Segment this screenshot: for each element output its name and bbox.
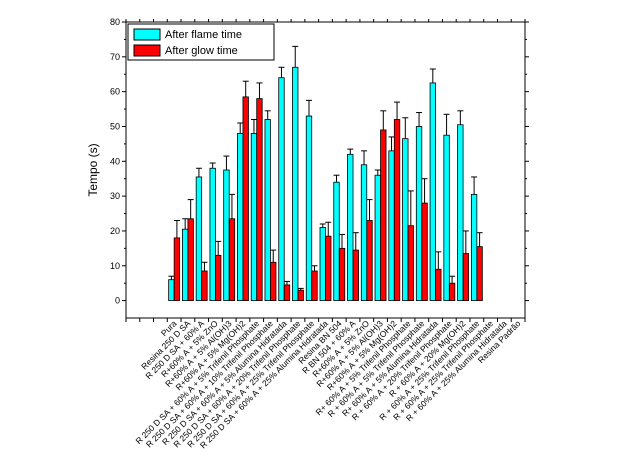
bar-after-flame bbox=[292, 66, 299, 301]
legend: After flame time After glow time bbox=[127, 23, 275, 61]
bar-after-flame bbox=[374, 174, 381, 301]
x-axis bbox=[125, 19, 526, 322]
bar-after-glow bbox=[421, 202, 428, 301]
bar-after-flame bbox=[402, 138, 409, 301]
y-tick-label: 80 bbox=[110, 17, 120, 27]
bar-after-flame bbox=[415, 126, 423, 301]
bars-group bbox=[168, 66, 483, 301]
y-axis-title: Tempo (s) bbox=[86, 143, 100, 196]
bar-after-flame bbox=[319, 227, 326, 301]
bar-after-glow bbox=[407, 225, 414, 301]
bar-after-flame bbox=[223, 169, 230, 301]
bar-after-flame bbox=[182, 228, 189, 301]
bar-after-flame bbox=[278, 77, 285, 301]
legend-label-glow: After glow time bbox=[165, 45, 238, 57]
bar-after-flame bbox=[333, 181, 340, 301]
bar-after-flame bbox=[168, 279, 175, 301]
bar-after-flame bbox=[347, 153, 354, 301]
bar-after-flame bbox=[470, 193, 478, 301]
legend-label-flame: After flame time bbox=[165, 29, 242, 41]
y-tick-label: 30 bbox=[110, 191, 120, 201]
bar-after-glow bbox=[242, 96, 249, 301]
bar-after-glow bbox=[462, 253, 469, 301]
bar-after-glow bbox=[283, 284, 291, 301]
y-tick-label: 10 bbox=[110, 261, 120, 271]
y-tick-label: 60 bbox=[110, 87, 120, 97]
bar-after-glow bbox=[366, 220, 373, 301]
bar-after-glow bbox=[338, 247, 346, 301]
bar-after-glow bbox=[297, 289, 304, 301]
bar-after-flame bbox=[457, 124, 464, 301]
bar-after-flame bbox=[305, 115, 313, 301]
bar-after-glow bbox=[173, 237, 181, 301]
bar-after-flame bbox=[237, 133, 244, 301]
plot-border bbox=[125, 21, 526, 319]
y-tick-label: 0 bbox=[115, 296, 120, 306]
bar-after-flame bbox=[209, 167, 216, 301]
bar-after-glow bbox=[352, 249, 359, 301]
y-axis: 0 10 20 30 40 50 60 70 80 bbox=[110, 17, 529, 306]
bar-after-glow bbox=[228, 218, 236, 301]
error-bars-group bbox=[168, 45, 483, 291]
y-tick-label: 50 bbox=[110, 121, 120, 131]
bar-after-glow bbox=[187, 218, 194, 301]
bar-after-glow bbox=[435, 268, 442, 301]
bar-after-flame bbox=[360, 164, 368, 301]
bar-after-flame bbox=[429, 82, 436, 301]
legend-swatch-glow bbox=[133, 44, 161, 57]
bar-after-flame bbox=[195, 176, 203, 301]
bar-after-glow bbox=[270, 261, 277, 301]
bar-after-glow bbox=[448, 282, 456, 301]
bar-after-glow bbox=[380, 129, 387, 301]
y-tick-label: 40 bbox=[110, 156, 120, 166]
bar-after-glow bbox=[393, 119, 401, 301]
y-tick-label: 70 bbox=[110, 52, 120, 62]
bar-after-flame bbox=[250, 133, 258, 301]
bar-after-glow bbox=[201, 270, 208, 301]
bar-after-glow bbox=[256, 98, 263, 301]
bar-after-flame bbox=[388, 150, 395, 301]
bar-after-flame bbox=[443, 134, 450, 301]
y-tick-label: 20 bbox=[110, 226, 120, 236]
plot-area bbox=[125, 21, 526, 319]
legend-swatch-flame bbox=[133, 28, 161, 41]
bar-after-flame bbox=[264, 119, 271, 301]
bar-after-glow bbox=[215, 254, 222, 301]
bar-after-glow bbox=[311, 270, 318, 301]
bar-after-glow bbox=[476, 246, 483, 301]
bar-after-glow bbox=[325, 235, 332, 301]
